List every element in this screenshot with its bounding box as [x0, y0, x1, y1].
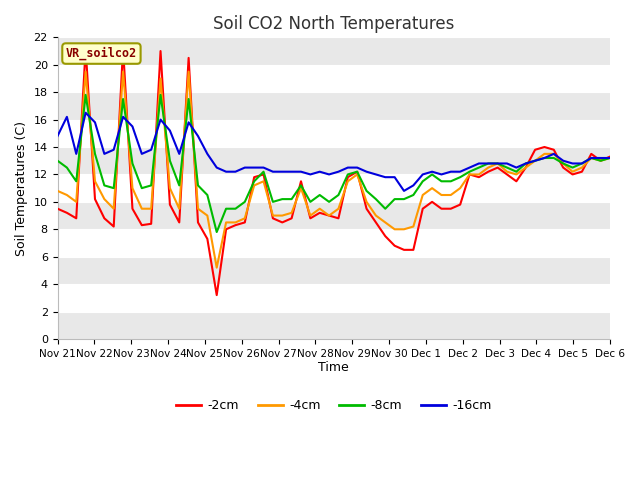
Bar — [58, 257, 610, 284]
X-axis label: Time: Time — [318, 361, 349, 374]
Bar — [58, 147, 610, 174]
Title: Soil CO2 North Temperatures: Soil CO2 North Temperatures — [213, 15, 454, 33]
Text: VR_soilco2: VR_soilco2 — [66, 47, 137, 60]
Bar — [58, 92, 610, 120]
Legend: -2cm, -4cm, -8cm, -16cm: -2cm, -4cm, -8cm, -16cm — [171, 394, 497, 417]
Y-axis label: Soil Temperatures (C): Soil Temperatures (C) — [15, 120, 28, 256]
Bar — [58, 37, 610, 65]
Bar — [58, 312, 610, 339]
Bar — [58, 202, 610, 229]
